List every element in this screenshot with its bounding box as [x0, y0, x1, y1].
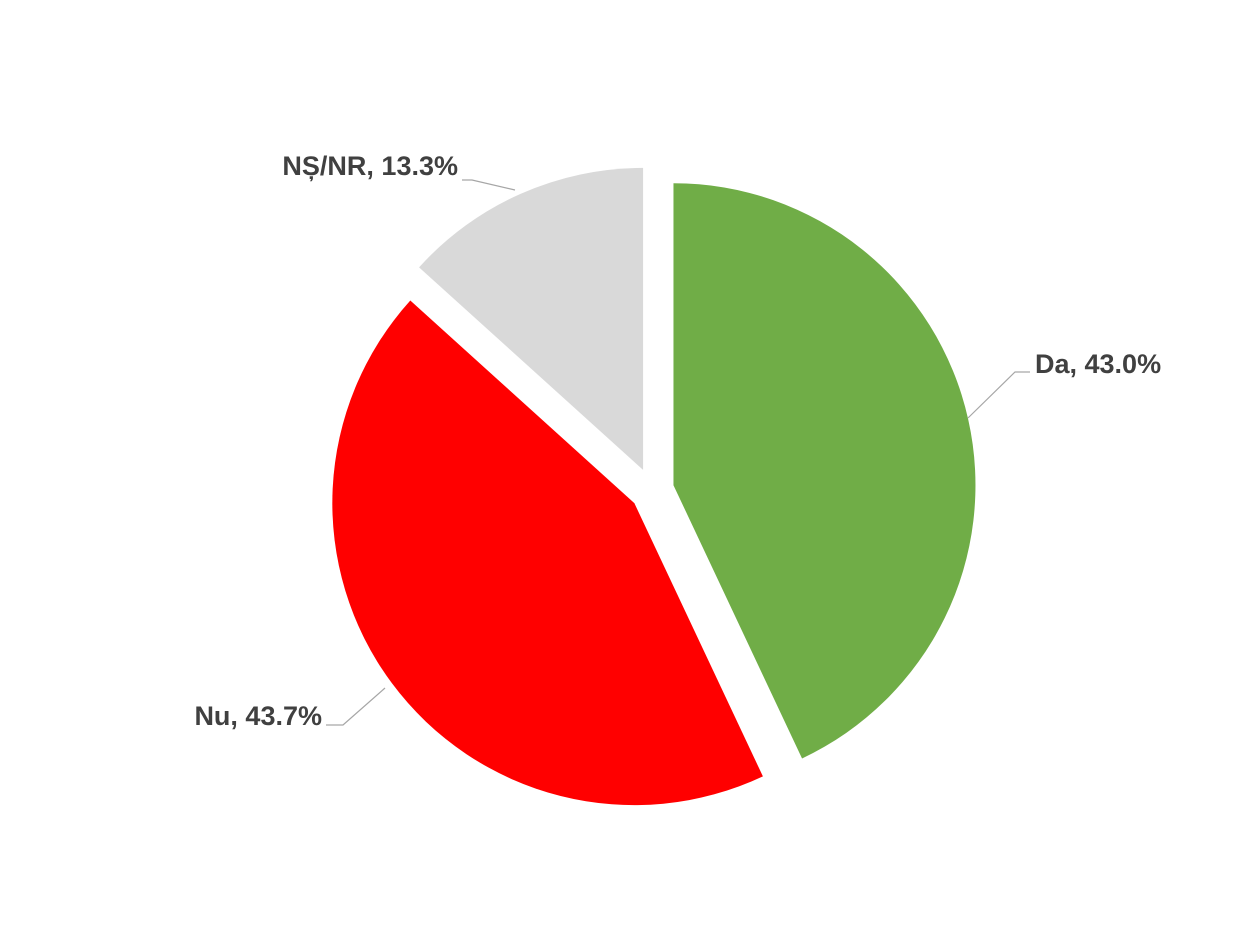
- leader-line: [967, 371, 1030, 419]
- pie-slice: [332, 300, 763, 806]
- data-label: NȘ/NR, 13.3%: [282, 151, 458, 181]
- pie-slice: [673, 183, 976, 759]
- leader-line: [326, 687, 386, 726]
- leader-line: [462, 179, 516, 191]
- data-label: Nu, 43.7%: [194, 701, 322, 731]
- pie-slice: [419, 167, 644, 470]
- data-label: Da, 43.0%: [1035, 349, 1161, 379]
